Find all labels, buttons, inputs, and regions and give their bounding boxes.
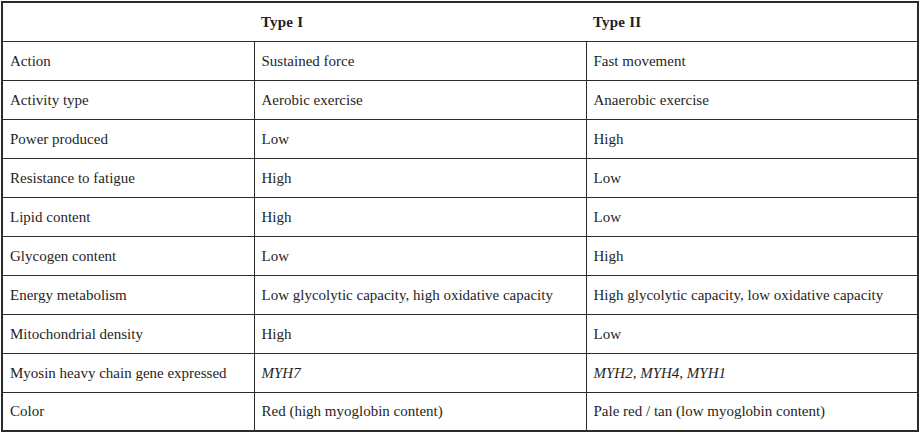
header-type2-cell: Type II (586, 2, 918, 41)
row-label-cell: Mitochondrial density (2, 314, 254, 353)
type2-value-cell: Fast movement (586, 41, 918, 80)
table-row: Action Sustained force Fast movement (2, 41, 918, 80)
table-row: Lipid content High Low (2, 197, 918, 236)
table-row: Myosin heavy chain gene expressed MYH7 M… (2, 353, 918, 392)
type2-value-cell: Pale red / tan (low myoglobin content) (586, 392, 918, 431)
page: Type I Type II Action Sustained force Fa… (0, 0, 919, 448)
type1-value-cell: High (254, 314, 586, 353)
table-row: Mitochondrial density High Low (2, 314, 918, 353)
type2-value-cell: High glycolytic capacity, low oxidative … (586, 275, 918, 314)
table-row: Energy metabolism Low glycolytic capacit… (2, 275, 918, 314)
table-row: Color Red (high myoglobin content) Pale … (2, 392, 918, 431)
row-label-cell: Myosin heavy chain gene expressed (2, 353, 254, 392)
table-row: Resistance to fatigue High Low (2, 158, 918, 197)
header-row: Type I Type II (2, 2, 918, 41)
type1-value-cell: Aerobic exercise (254, 80, 586, 119)
table-row: Power produced Low High (2, 119, 918, 158)
type1-value-cell: Low (254, 236, 586, 275)
type1-value-cell: MYH7 (254, 353, 586, 392)
row-label-cell: Action (2, 41, 254, 80)
type2-value-cell: High (586, 236, 918, 275)
type1-value-cell: Low glycolytic capacity, high oxidative … (254, 275, 586, 314)
type1-value-cell: Low (254, 119, 586, 158)
type2-value-cell: High (586, 119, 918, 158)
header-type1-cell: Type I (254, 2, 586, 41)
row-label-cell: Energy metabolism (2, 275, 254, 314)
type2-value-cell: Anaerobic exercise (586, 80, 918, 119)
row-label-cell: Lipid content (2, 197, 254, 236)
row-label-cell: Color (2, 392, 254, 431)
type1-value-cell: High (254, 197, 586, 236)
row-label-cell: Resistance to fatigue (2, 158, 254, 197)
row-label-cell: Activity type (2, 80, 254, 119)
type2-value-cell: MYH2, MYH4, MYH1 (586, 353, 918, 392)
row-label-cell: Glycogen content (2, 236, 254, 275)
type2-value-cell: Low (586, 158, 918, 197)
muscle-fiber-comparison-table: Type I Type II Action Sustained force Fa… (1, 1, 919, 432)
row-label-cell: Power produced (2, 119, 254, 158)
type2-value-cell: Low (586, 197, 918, 236)
type1-value-cell: Sustained force (254, 41, 586, 80)
type1-value-cell: Red (high myoglobin content) (254, 392, 586, 431)
table-row: Glycogen content Low High (2, 236, 918, 275)
header-blank-cell (2, 2, 254, 41)
table-row: Activity type Aerobic exercise Anaerobic… (2, 80, 918, 119)
type2-value-cell: Low (586, 314, 918, 353)
type1-value-cell: High (254, 158, 586, 197)
